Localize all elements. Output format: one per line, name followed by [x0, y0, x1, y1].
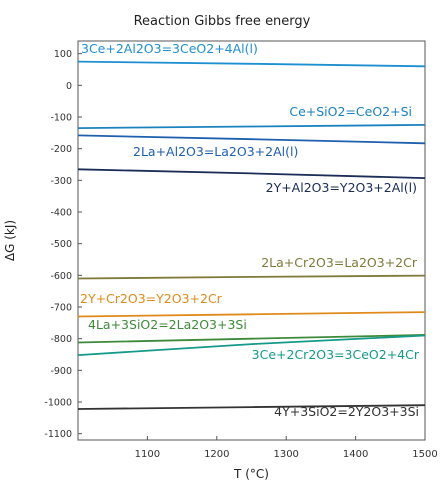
x-axis-label: T (°C)	[233, 467, 269, 481]
series-label-2: 2La+Al2O3=La2O3+2Al(l)	[133, 144, 298, 159]
series-label-7: 3Ce+2Cr2O3=3CeO2+4Cr	[252, 347, 420, 362]
y-tick-label: -200	[50, 144, 72, 155]
y-tick-label: -800	[50, 334, 72, 345]
series-label-4: 2La+Cr2O3=La2O3+2Cr	[261, 255, 418, 270]
series-label-3: 2Y+Al2O3=Y2O3+2Al(l)	[266, 180, 417, 195]
series-line-5	[77, 311, 426, 318]
series-label-5: 2Y+Cr2O3=Y2O3+2Cr	[80, 291, 223, 306]
series-labels: 3Ce+2Al2O3=3CeO2+4Al(l) Ce+SiO2=CeO2+Si 2L…	[80, 41, 420, 419]
series-line-1	[77, 124, 426, 129]
y-tick-label: -300	[50, 176, 72, 187]
series-line-6	[77, 334, 426, 344]
plot-area-border	[77, 40, 426, 441]
x-tick-label: 1300	[273, 449, 298, 460]
x-axis: 1100 1200 1300 1400 1500	[135, 436, 438, 460]
series-line-8	[77, 404, 426, 410]
x-tick-label: 1500	[412, 449, 437, 460]
chart-title: Reaction Gibbs free energy	[134, 14, 311, 29]
series-line-4	[77, 274, 426, 280]
y-axis: 100 0 -100 -200 -300 -400 -500 -600 -700 -800 -900…	[44, 49, 82, 440]
series-lines	[77, 60, 426, 410]
series-line-2	[77, 134, 426, 145]
series-label-1: Ce+SiO2=CeO2+Si	[289, 104, 412, 119]
series-label-6: 4La+3SiO2=2La2O3+3Si	[88, 317, 247, 332]
y-tick-label: -1000	[44, 398, 72, 409]
series-label-0: 3Ce+2Al2O3=3CeO2+4Al(l)	[81, 41, 258, 56]
x-tick-label: 1100	[135, 449, 160, 460]
y-tick-label: -500	[50, 239, 72, 250]
y-tick-label: -100	[50, 113, 72, 124]
x-tick-label: 1200	[204, 449, 229, 460]
y-tick-label: -900	[50, 366, 72, 377]
series-line-3	[77, 168, 426, 179]
y-tick-label: 100	[54, 49, 72, 60]
plot-frame	[77, 40, 426, 441]
x-tick-label: 1400	[343, 449, 368, 460]
y-tick-label: -1100	[44, 429, 72, 440]
y-tick-label: -400	[50, 208, 72, 219]
y-tick-label: -700	[50, 303, 72, 314]
y-axis-label: ΔG (kJ)	[3, 220, 17, 261]
series-label-8: 4Y+3SiO2=2Y2O3+3Si	[274, 404, 419, 419]
y-tick-label: 0	[66, 81, 72, 92]
series-line-0	[77, 60, 426, 68]
series-line-7	[77, 334, 426, 356]
y-tick-label: -600	[50, 271, 72, 282]
